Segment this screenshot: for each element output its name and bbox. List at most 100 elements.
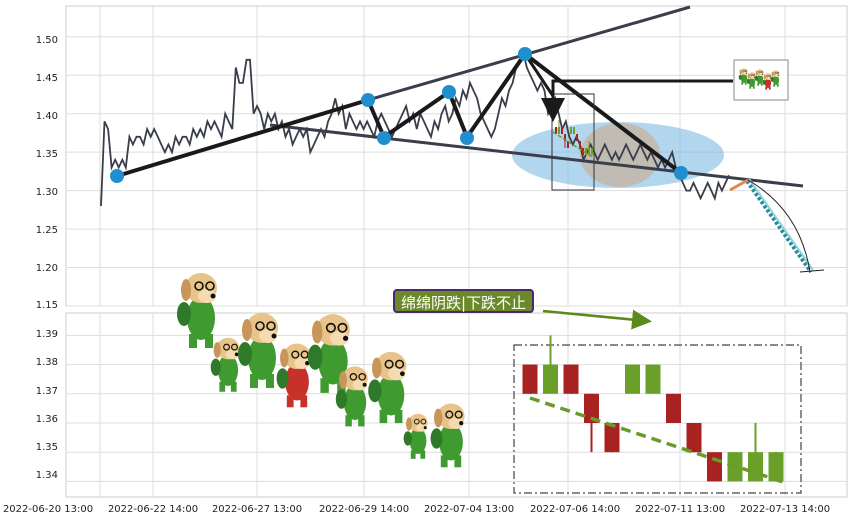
dog-snout	[751, 75, 756, 79]
mini-candle	[564, 134, 566, 141]
mini-candle	[570, 127, 572, 134]
dog-leg	[420, 450, 426, 459]
dog-nose	[423, 426, 427, 430]
candle-body	[686, 422, 702, 453]
projection-teal-line	[745, 179, 813, 274]
detail-downtrend-line	[529, 396, 784, 484]
dog-body	[764, 78, 772, 88]
main-y-tick: 1.45	[36, 73, 58, 84]
dog-leg	[379, 409, 388, 424]
pivot-marker	[377, 131, 391, 145]
dog-backpack	[738, 74, 742, 80]
price-series	[100, 49, 730, 207]
dog-ear	[747, 73, 750, 79]
dog-leg	[205, 334, 213, 348]
dog-glasses	[445, 410, 454, 419]
detail-y-tick: 1.34	[36, 470, 58, 481]
dog-leg	[765, 86, 768, 90]
pivot-marker	[361, 93, 375, 107]
dog-leg	[768, 86, 771, 90]
dog-leg	[300, 395, 308, 408]
dog-ear	[181, 279, 191, 301]
dog-body	[217, 354, 239, 386]
dog-backpack	[430, 428, 443, 449]
dog-ear	[739, 69, 742, 75]
candle-body	[707, 452, 722, 482]
mini-candle	[567, 141, 569, 148]
projection-curve	[747, 179, 811, 273]
main-grid	[66, 6, 847, 307]
annotation-label: 绵绵阴跌|下跌不止	[393, 289, 535, 313]
mini-candle	[558, 127, 560, 134]
dog-nose	[342, 335, 349, 341]
dog-ear	[312, 320, 323, 344]
candle-body	[666, 393, 681, 423]
dog-snout	[743, 71, 748, 75]
dog-ear	[771, 71, 774, 77]
dog-glasses	[766, 75, 769, 78]
dog-leg	[752, 85, 755, 89]
dog-ear	[763, 74, 766, 80]
dog-figure	[770, 70, 780, 87]
mini-candle	[585, 148, 587, 155]
dog-leg	[189, 334, 197, 348]
dog-figure	[403, 413, 428, 459]
dog-figure	[276, 343, 311, 408]
dog-snout	[448, 417, 464, 430]
dog-body	[187, 296, 215, 340]
dog-glasses	[266, 321, 276, 331]
main-y-tick: 1.50	[36, 35, 58, 46]
dog-leg	[230, 381, 237, 392]
mini-candle	[555, 127, 557, 134]
dog-nose	[400, 371, 405, 377]
dog-snout	[294, 357, 310, 370]
dog-backpack	[746, 78, 750, 84]
dog-ear	[213, 342, 221, 358]
mini-candle	[561, 127, 563, 134]
dog-figure	[762, 73, 772, 90]
x-tick: 2022-06-27 13:00	[212, 504, 302, 515]
dog-snout	[388, 367, 406, 381]
dog-nose	[746, 72, 748, 74]
dog-leg	[454, 455, 462, 468]
projection-teal-line-2	[748, 178, 814, 271]
dog-ear	[339, 371, 347, 389]
dog-backpack	[335, 389, 347, 409]
dog-backpack	[762, 79, 766, 85]
dog-glasses	[768, 75, 772, 78]
candle-body	[522, 364, 538, 394]
dog-nose	[362, 382, 367, 387]
pivot-marker	[460, 131, 474, 145]
dog-ear	[755, 70, 758, 76]
dog-snout	[759, 72, 764, 76]
dog-leg	[394, 409, 403, 424]
dog-figure	[238, 313, 278, 388]
dog-figure	[754, 69, 764, 86]
pivot-marker	[110, 169, 124, 183]
dog-body	[756, 74, 764, 84]
dog-glasses	[752, 74, 756, 77]
dog-leg	[440, 455, 448, 468]
x-tick: 2022-06-20 13:00	[3, 504, 93, 515]
dog-glasses	[394, 359, 405, 369]
mini-candles	[552, 120, 595, 159]
dog-backpack	[403, 431, 412, 446]
dog-glasses	[223, 343, 231, 351]
dog-figure	[210, 337, 240, 392]
dog-ear	[280, 348, 289, 368]
dog-leg	[773, 83, 776, 87]
detail-y-tick: 1.37	[36, 386, 58, 397]
dog-glasses	[758, 71, 761, 74]
dog-snout	[352, 379, 367, 391]
dog-backpack	[276, 368, 289, 389]
lower-support-line	[269, 123, 804, 188]
dog-body	[285, 363, 309, 401]
dog-snout	[767, 76, 772, 80]
dog-body	[343, 384, 367, 420]
mini-candle	[591, 148, 593, 155]
dog-figure	[430, 403, 465, 468]
thumbnail-dogs-image	[733, 59, 789, 101]
pivot-marker	[518, 47, 532, 61]
dog-glasses	[750, 74, 753, 77]
detail-y-tick: 1.38	[36, 357, 58, 368]
